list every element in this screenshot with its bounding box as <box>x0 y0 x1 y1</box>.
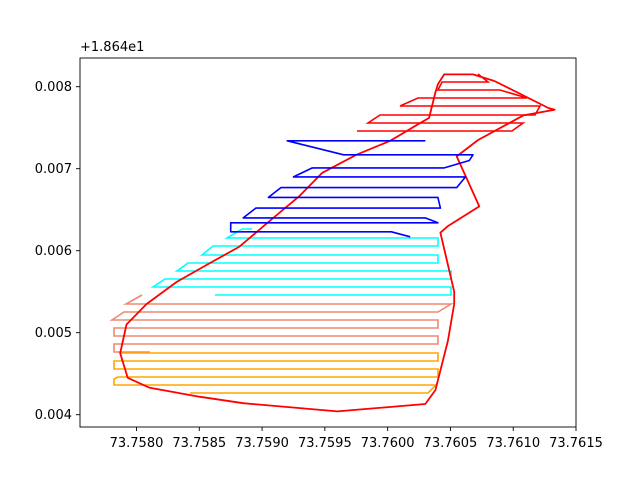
plot-frame <box>79 57 577 428</box>
x-tick-label: 73.7580 <box>110 436 164 451</box>
x-tick-label: 73.7600 <box>361 436 415 451</box>
x-tick-label: 73.7590 <box>235 436 289 451</box>
y-tick-label: 0.004 <box>35 408 72 423</box>
boundary-line <box>119 73 556 413</box>
y-tick-label: 0.005 <box>35 326 72 341</box>
y-tick-label: 0.008 <box>35 80 72 95</box>
x-tick-label: 73.7605 <box>424 436 478 451</box>
x-tick-label: 73.7585 <box>172 436 226 451</box>
sweep-line-salmon <box>109 294 454 353</box>
x-tick-label: 73.7615 <box>549 436 603 451</box>
x-tick-label: 73.7595 <box>298 436 352 451</box>
y-offset-label: +1.864e1 <box>80 40 144 55</box>
y-tick-label: 0.007 <box>35 162 72 177</box>
plot-area <box>80 58 576 427</box>
x-tick-label: 73.7610 <box>486 436 540 451</box>
sweep-line-cyan <box>150 228 452 296</box>
y-tick-label: 0.006 <box>35 244 72 259</box>
sweep-line-red-top <box>357 73 542 132</box>
sweep-line-blue <box>229 140 474 238</box>
